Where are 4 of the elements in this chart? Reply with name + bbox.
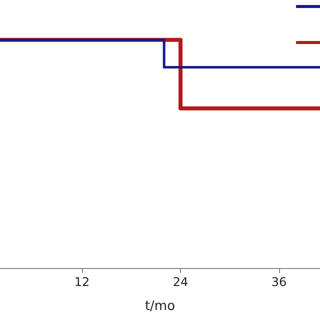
x-axis-title: t/mo	[144, 299, 176, 314]
x-tick-label: 24	[172, 275, 188, 289]
x-tick-label: 12	[74, 275, 90, 289]
x-tick-label: 36	[271, 275, 287, 289]
